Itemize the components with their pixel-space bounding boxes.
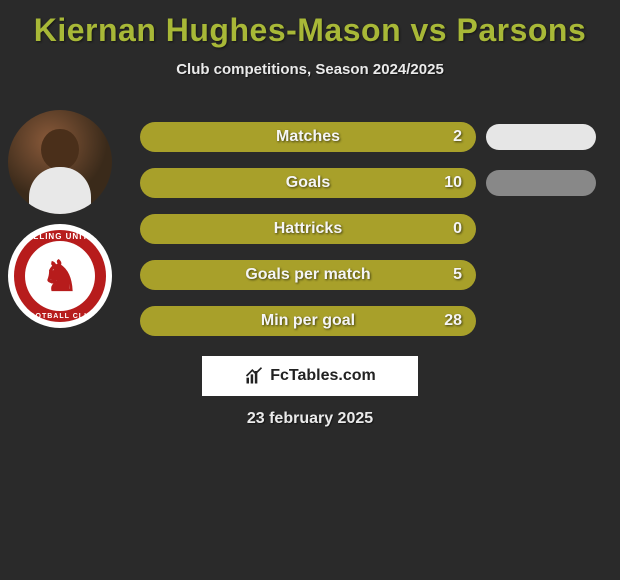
stat-bar-left: Min per goal28 [140,306,476,336]
stat-bar-right [486,170,596,196]
stat-row: Hattricks0 [140,214,600,244]
stat-label: Matches [140,128,476,146]
stat-bar-left: Goals10 [140,168,476,198]
player1-avatar [8,110,112,214]
stat-bar-left: Hattricks0 [140,214,476,244]
page-title: Kiernan Hughes-Mason vs Parsons [0,0,620,49]
stat-label: Hattricks [140,220,476,238]
stat-row: Matches2 [140,122,600,152]
stat-value: 2 [453,128,462,146]
stat-bar-left: Goals per match5 [140,260,476,290]
stat-bar-left: Matches2 [140,122,476,152]
stat-row: Min per goal28 [140,306,600,336]
chart-icon [244,366,264,386]
stat-value: 28 [444,312,462,330]
stat-row: Goals per match5 [140,260,600,290]
badge-icon: ♞ [41,252,79,301]
stat-rows: Matches2 Goals10 Hattricks0 Goals per match… [140,122,600,352]
page-subtitle: Club competitions, Season 2024/2025 [0,61,620,78]
avatar-column: WELLING UNITED ♞ FOOTBALL CLUB [8,110,118,338]
stat-label: Goals [140,174,476,192]
stat-row: Goals10 [140,168,600,198]
stat-value: 0 [453,220,462,238]
watermark: FcTables.com [202,356,418,396]
stat-bar-right [486,124,596,150]
badge-text-top: WELLING UNITED [8,232,112,241]
stat-value: 5 [453,266,462,284]
stat-label: Goals per match [140,266,476,284]
date-label: 23 february 2025 [0,410,620,428]
infographic-container: Kiernan Hughes-Mason vs Parsons Club com… [0,0,620,580]
stat-label: Min per goal [140,312,476,330]
badge-text-bottom: FOOTBALL CLUB [8,313,112,320]
player2-club-badge: WELLING UNITED ♞ FOOTBALL CLUB [8,224,112,328]
watermark-text: FcTables.com [270,367,376,385]
stat-value: 10 [444,174,462,192]
